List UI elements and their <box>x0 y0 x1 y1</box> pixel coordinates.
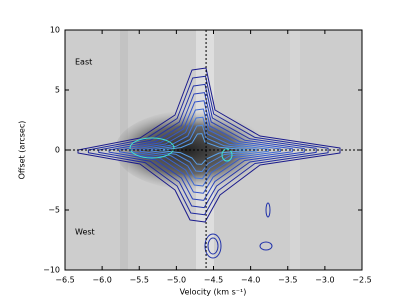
y-tick-label: −5 <box>48 206 60 215</box>
contour <box>108 92 305 201</box>
y-tick-label: −10 <box>43 266 60 275</box>
contour <box>259 241 273 251</box>
y-tick-label: 10 <box>50 26 60 35</box>
contour <box>119 100 293 194</box>
contour <box>221 148 233 162</box>
x-tick-label: −4.5 <box>204 276 223 285</box>
x-tick-label: −6.0 <box>92 276 111 285</box>
contour <box>207 237 219 255</box>
annotation: West <box>75 228 95 237</box>
x-tick-label: −5.0 <box>167 276 186 285</box>
contour <box>129 137 175 159</box>
x-tick-label: −4.0 <box>241 276 260 285</box>
contour <box>87 75 329 216</box>
contour <box>98 83 317 209</box>
contour <box>160 133 246 165</box>
x-axis-label: Velocity (km s⁻¹) <box>180 288 247 297</box>
x-tick-label: −5.5 <box>130 276 149 285</box>
x-tick-label: −2.5 <box>352 276 371 285</box>
contours <box>77 67 341 223</box>
contour <box>129 108 281 187</box>
x-tick-label: −3.5 <box>278 276 297 285</box>
x-tick-label: −6.5 <box>55 276 74 285</box>
annotation: East <box>75 58 92 67</box>
contour <box>139 116 270 180</box>
x-tick-label: −3.0 <box>315 276 334 285</box>
contour <box>265 202 271 218</box>
contour <box>204 233 222 259</box>
y-tick-label: 0 <box>55 146 60 155</box>
y-axis-label: Offset (arcsec) <box>18 121 27 180</box>
contour <box>150 124 258 173</box>
contour <box>77 67 341 223</box>
y-tick-label: 5 <box>55 86 60 95</box>
